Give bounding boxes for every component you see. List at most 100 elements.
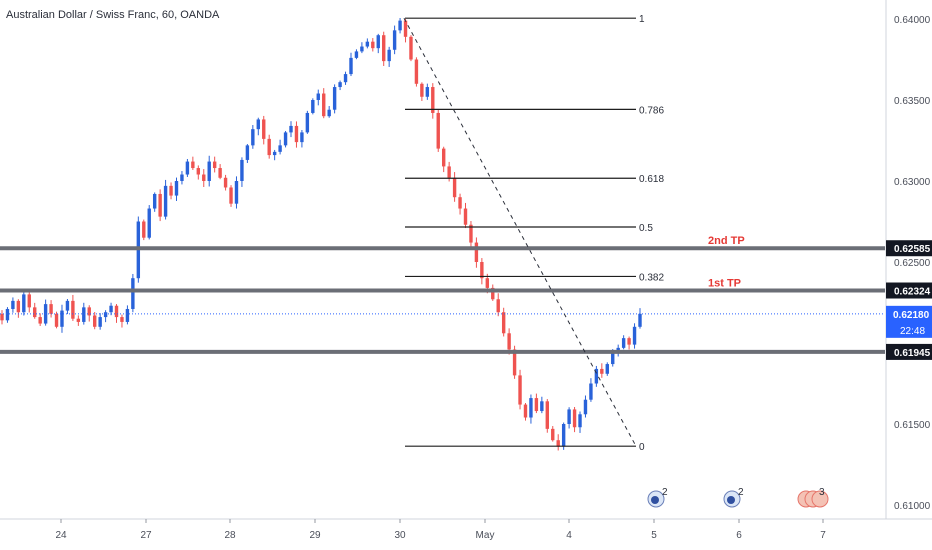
candle-body <box>382 35 386 62</box>
fib-level-label: 0.786 <box>639 105 664 116</box>
candle-body <box>180 174 184 181</box>
candle-body <box>343 74 348 83</box>
candle-body <box>202 174 206 181</box>
candle-body <box>98 317 102 327</box>
candle-body <box>158 193 162 217</box>
target-label: 2nd TP <box>708 235 745 247</box>
candle-body <box>447 166 451 178</box>
candle-body <box>256 119 260 130</box>
candle-body <box>294 125 299 143</box>
candle-body <box>212 161 217 169</box>
candle-body <box>54 313 59 327</box>
current-price-tag <box>886 305 932 338</box>
event-markers[interactable]: 2 2 3 <box>647 487 829 508</box>
candle-body <box>93 315 97 327</box>
time-tick-label: 29 <box>309 530 321 541</box>
level-price-tag <box>886 343 932 360</box>
candle-body <box>251 129 255 146</box>
candle-body <box>632 326 637 345</box>
time-axis: 24 27 28 29 30 May 4 5 6 7 <box>0 518 932 550</box>
event-count-label: 3 <box>819 487 825 498</box>
candle-body <box>556 440 560 447</box>
candle-body <box>398 20 402 31</box>
candle-body <box>234 181 239 204</box>
candle-body <box>147 208 151 238</box>
candle-body <box>82 307 86 322</box>
candle-body <box>469 224 473 243</box>
candle-body <box>605 364 609 374</box>
level-price-tag-label: 0.62324 <box>894 287 931 298</box>
candle-body <box>403 20 408 37</box>
event-count-label: 2 <box>662 487 668 498</box>
bar-countdown: 22:48 <box>900 326 925 337</box>
candle-body <box>638 313 642 327</box>
candle-body <box>218 168 222 178</box>
candle-body <box>191 161 195 169</box>
candle-body <box>567 409 571 424</box>
candle-body <box>33 307 37 318</box>
candle-body <box>387 49 391 62</box>
candle-body <box>16 300 21 313</box>
target-label: 1st TP <box>708 278 741 290</box>
candle-body <box>196 168 201 175</box>
level-price-tag <box>886 240 932 257</box>
candle-body <box>311 100 315 113</box>
time-tick-label: 30 <box>394 530 406 541</box>
candle-body <box>485 278 490 288</box>
time-tick-label: 6 <box>736 530 742 541</box>
time-tick-label: May <box>476 530 495 541</box>
candle-body <box>283 132 288 146</box>
candle-body <box>441 148 446 167</box>
price-tick-label: 0.61000 <box>894 501 931 512</box>
candle-body <box>272 151 277 156</box>
candle-body <box>349 57 353 75</box>
fib-level-label: 0.618 <box>639 174 664 185</box>
fib-level-label: 0.5 <box>639 223 653 234</box>
candle-body <box>420 83 424 97</box>
chart-title: Australian Dollar / Swiss Franc, 60, OAN… <box>6 9 220 21</box>
candle-body <box>458 197 462 209</box>
candle-body <box>431 87 435 113</box>
candle-body <box>534 398 539 412</box>
candles-layer <box>0 18 642 451</box>
candle-body <box>572 409 577 428</box>
candle-body <box>529 398 533 418</box>
candle-body <box>278 145 282 152</box>
candle-body <box>245 145 250 160</box>
candle-body <box>600 368 604 374</box>
candle-body <box>38 317 42 324</box>
time-tick-label: 7 <box>820 530 826 541</box>
candle-body <box>578 414 582 428</box>
fib-level-label: 0.382 <box>639 272 664 283</box>
candle-body <box>114 305 119 318</box>
level-price-tag <box>886 282 932 299</box>
time-tick-label: 24 <box>55 530 67 541</box>
price-tick-label: 0.62500 <box>894 258 931 269</box>
candle-body <box>120 317 124 322</box>
candle-body <box>463 208 468 225</box>
candle-body <box>300 132 304 143</box>
candle-body <box>512 349 517 376</box>
event-flag-icon[interactable] <box>811 490 829 508</box>
candle-body <box>60 310 64 327</box>
price-tick-label: 0.63000 <box>894 177 931 188</box>
candle-body <box>240 159 244 181</box>
candle-body <box>125 308 130 322</box>
candle-body <box>436 112 440 149</box>
candle-body <box>5 308 10 321</box>
candle-body <box>354 51 359 58</box>
price-tick-label: 0.64000 <box>894 15 931 26</box>
candle-body <box>169 185 173 196</box>
candle-body <box>185 161 190 175</box>
level-price-tag-label: 0.61945 <box>894 348 931 359</box>
candle-body <box>142 221 146 238</box>
candle-body <box>551 428 555 441</box>
candle-body <box>322 93 326 117</box>
time-tick-label: 4 <box>566 530 572 541</box>
candle-body <box>49 304 53 314</box>
trend-line[interactable] <box>403 17 637 447</box>
candle-body <box>229 187 233 204</box>
candle-body <box>425 87 430 97</box>
candle-body <box>480 262 484 279</box>
